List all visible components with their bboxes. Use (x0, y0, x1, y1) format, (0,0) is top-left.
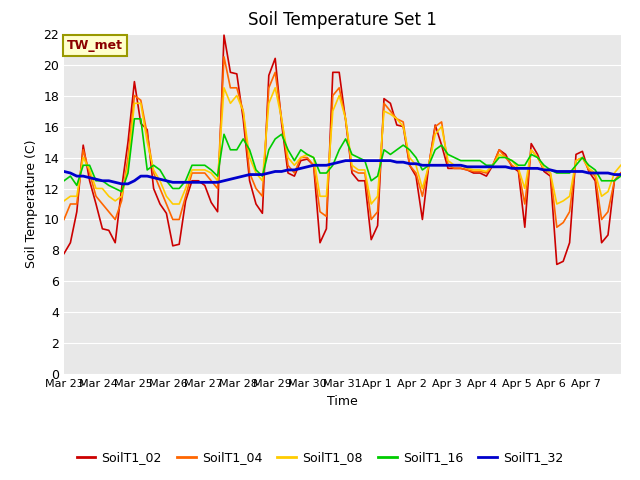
Y-axis label: Soil Temperature (C): Soil Temperature (C) (25, 140, 38, 268)
Text: TW_met: TW_met (67, 39, 123, 52)
Legend: SoilT1_02, SoilT1_04, SoilT1_08, SoilT1_16, SoilT1_32: SoilT1_02, SoilT1_04, SoilT1_08, SoilT1_… (72, 446, 568, 469)
Title: Soil Temperature Set 1: Soil Temperature Set 1 (248, 11, 437, 29)
X-axis label: Time: Time (327, 395, 358, 408)
